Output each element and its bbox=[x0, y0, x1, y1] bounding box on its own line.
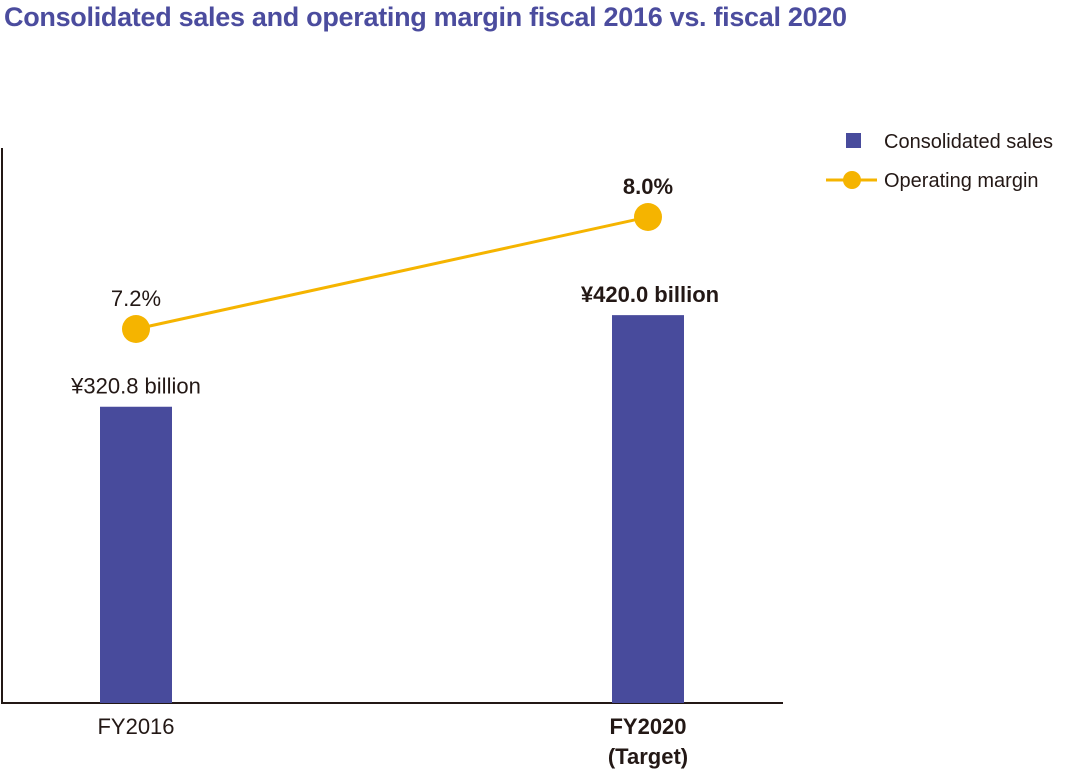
margin-label: 7.2% bbox=[111, 286, 161, 311]
bar-FY2016 bbox=[100, 406, 172, 703]
margin-point bbox=[122, 315, 150, 343]
legend-marker-swatch bbox=[843, 171, 861, 189]
bar-label: ¥320.8 billion bbox=[70, 374, 201, 399]
x-tick-sublabel: (Target) bbox=[608, 744, 688, 769]
legend-label-sales: Consolidated sales bbox=[884, 131, 1053, 153]
legend-bar-swatch bbox=[846, 133, 861, 148]
x-tick-label: FY2016 bbox=[97, 714, 174, 739]
margin-line bbox=[135, 215, 649, 331]
legend: Consolidated sales Operating margin bbox=[826, 131, 1053, 192]
chart-title: Consolidated sales and operating margin … bbox=[4, 2, 847, 32]
bar-FY2020 bbox=[612, 315, 684, 703]
bar-label: ¥420.0 billion bbox=[581, 282, 719, 307]
x-tick-label: FY2020 bbox=[609, 714, 686, 739]
legend-label-margin: Operating margin bbox=[884, 170, 1039, 192]
margin-point bbox=[634, 203, 662, 231]
margin-label: 8.0% bbox=[623, 174, 673, 199]
